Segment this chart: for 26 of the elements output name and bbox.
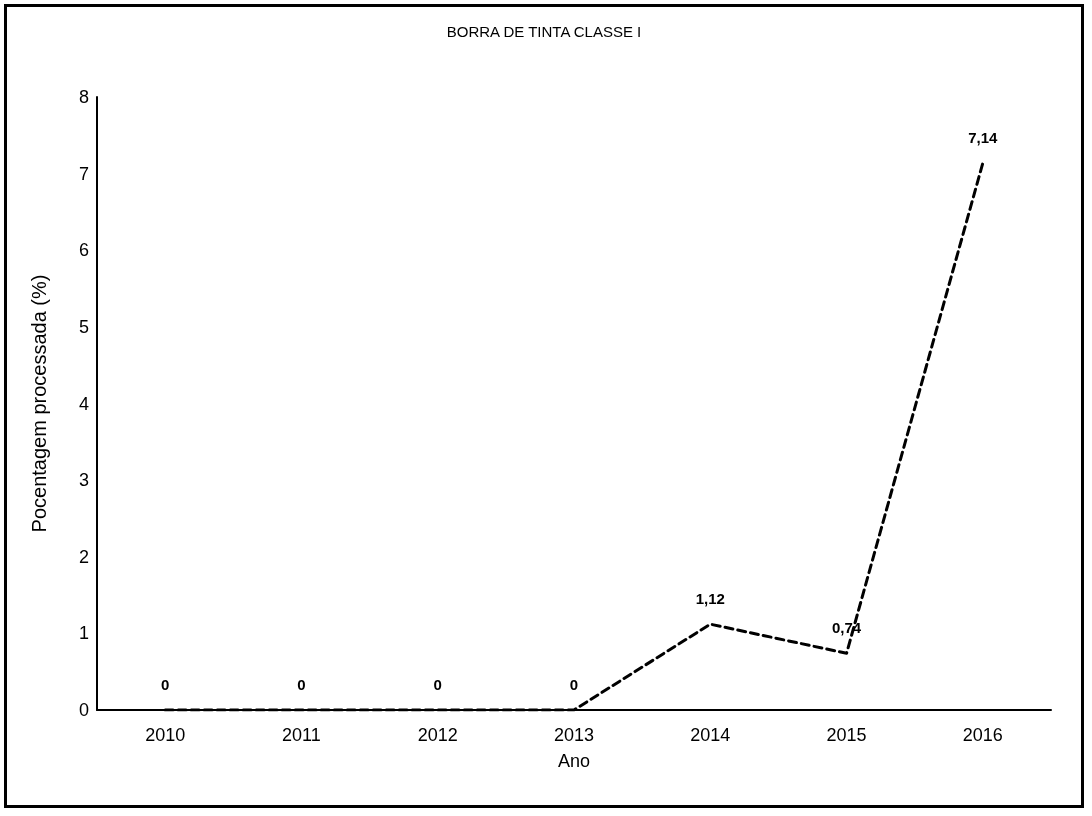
x-tick-label: 2015 [826,725,867,745]
y-tick-label: 6 [78,240,89,261]
data-label: 7,14 [968,128,999,146]
y-axis-title: Pocentagem processada (%) [28,274,50,533]
x-axis-title: Ano [557,751,591,771]
y-tick-label: 7 [78,163,89,184]
y-tick-label: 8 [78,87,89,107]
x-tick-label: 2013 [553,725,595,745]
y-tick-label: 4 [78,393,89,414]
data-label: 0,74 [831,619,862,637]
x-tick-label: 2016 [962,725,1003,745]
data-label: 1,12 [695,590,725,608]
data-label: 0 [433,676,442,693]
data-label: 0 [569,676,579,693]
x-tick-label: 2014 [690,725,731,745]
x-tick-label: 2010 [145,725,186,745]
y-tick-label: 0 [78,700,89,720]
data-label: 0 [160,676,170,693]
data-label: 0 [297,676,306,693]
y-tick-label: 5 [78,316,89,337]
chart-title: BORRA DE TINTA CLASSE I [446,23,642,40]
x-tick-label: 2012 [417,725,458,745]
x-tick-label: 2011 [282,725,321,745]
y-tick-label: 3 [78,470,89,491]
y-tick-label: 1 [78,623,89,644]
y-tick-label: 2 [78,546,89,567]
